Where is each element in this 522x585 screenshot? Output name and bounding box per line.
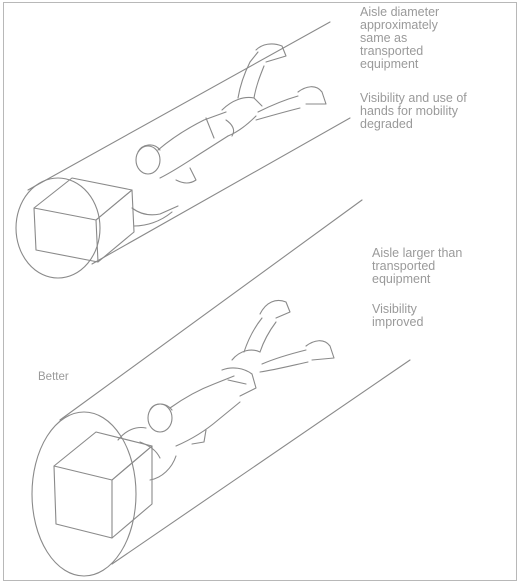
narrow-aisle-crawling-person	[131, 43, 327, 227]
wide-aisle-caption: Aisle larger than transported equipment	[372, 246, 463, 286]
narrow-aisle-figure	[15, 21, 351, 279]
narrow-aisle-visibility-caption: Visibility and use of hands for mobility…	[360, 91, 467, 131]
wide-aisle-lower-wall	[111, 359, 411, 565]
wide-aisle-crawling-person	[117, 299, 335, 481]
narrow-aisle-upper-wall	[27, 21, 331, 191]
wide-aisle-upper-wall	[59, 199, 363, 421]
wide-aisle-figure	[31, 199, 411, 577]
figure-frame	[3, 2, 517, 581]
wide-aisle-box	[53, 431, 153, 539]
better-label: Better	[38, 371, 69, 383]
narrow-aisle-box	[33, 177, 135, 263]
narrow-aisle-lower-wall	[91, 117, 351, 265]
wide-aisle-visibility-caption: Visibility improved	[372, 302, 424, 329]
narrow-aisle-caption: Aisle diameter approximately same as tra…	[360, 5, 440, 71]
narrow-aisle-opening	[15, 177, 101, 279]
wide-aisle-opening	[31, 411, 137, 577]
